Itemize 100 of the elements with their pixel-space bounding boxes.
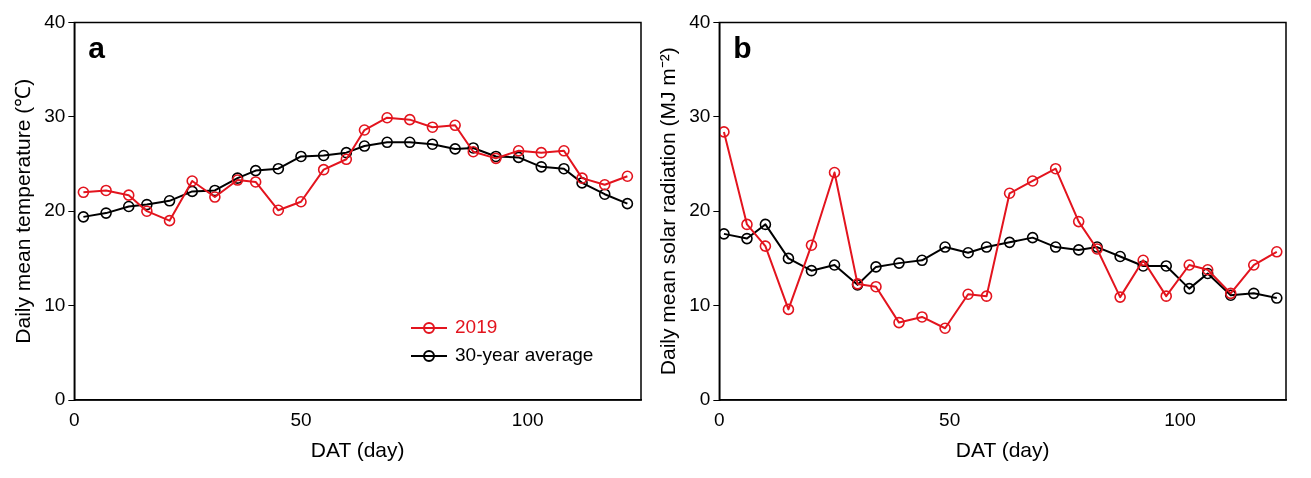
point — [163, 214, 176, 227]
x-tick-label: 50 — [939, 408, 961, 430]
point — [340, 153, 353, 166]
point — [893, 316, 905, 329]
point — [962, 246, 974, 259]
point — [980, 241, 993, 253]
point — [980, 290, 993, 302]
point — [1201, 263, 1214, 276]
y-tick-label: 20 — [44, 199, 66, 221]
y-axis-title: Daily mean temperature (℃) — [11, 78, 35, 344]
point — [805, 239, 818, 251]
point — [317, 163, 330, 176]
point — [77, 186, 90, 199]
point — [1160, 260, 1173, 272]
point — [939, 322, 951, 335]
x-axis-title: DAT (day) — [310, 438, 405, 462]
point — [1183, 282, 1196, 295]
point — [598, 188, 611, 201]
point — [719, 126, 730, 138]
point — [295, 195, 307, 208]
point — [100, 207, 112, 219]
x-tick-label: 0 — [69, 408, 80, 430]
point — [186, 185, 198, 198]
point — [1270, 245, 1283, 258]
point — [741, 218, 753, 231]
y-tick-label: 10 — [689, 293, 711, 315]
point — [558, 162, 570, 175]
point — [404, 113, 416, 126]
point — [870, 280, 882, 293]
point — [317, 149, 330, 162]
point — [1049, 162, 1062, 175]
point — [122, 189, 135, 201]
point — [1072, 244, 1085, 256]
point — [1137, 260, 1149, 272]
point — [1072, 215, 1085, 228]
point — [621, 197, 634, 210]
point — [186, 175, 198, 187]
point — [1247, 287, 1260, 300]
point — [535, 146, 548, 159]
point — [576, 177, 588, 189]
point — [1247, 259, 1260, 271]
point — [381, 111, 393, 124]
point — [467, 145, 480, 158]
point — [449, 143, 461, 155]
point — [1183, 259, 1196, 271]
point — [77, 211, 90, 223]
point — [1160, 290, 1173, 302]
y-tick-label: 0 — [699, 388, 711, 410]
point — [467, 142, 480, 154]
point — [535, 161, 548, 173]
point — [249, 164, 262, 177]
point — [209, 184, 221, 197]
point — [1026, 175, 1039, 187]
point — [759, 218, 772, 231]
x-tick-label: 100 — [1164, 408, 1196, 430]
point — [141, 198, 153, 211]
y-tick-label: 40 — [44, 10, 66, 32]
annotation: a — [88, 30, 106, 64]
x-tick-label: 0 — [714, 408, 725, 430]
legend-label: 30-year average — [455, 344, 594, 366]
y-tick-label: 40 — [689, 10, 711, 32]
point — [272, 162, 285, 175]
point — [558, 144, 570, 157]
y-axis-title: Daily mean solar radiation (MJ m⁻²) — [656, 47, 680, 376]
point — [782, 252, 795, 265]
point — [621, 170, 634, 183]
y-tick-label: 30 — [689, 105, 711, 127]
point — [163, 195, 176, 207]
point — [828, 259, 841, 271]
point — [512, 151, 525, 164]
point — [272, 204, 285, 217]
point — [828, 166, 841, 179]
point — [1137, 254, 1149, 267]
point — [512, 144, 525, 157]
y-tick-label: 0 — [54, 388, 66, 410]
point — [1003, 236, 1016, 249]
point — [576, 172, 588, 184]
point — [381, 136, 393, 149]
point — [1003, 187, 1016, 200]
point — [100, 184, 112, 197]
point — [1270, 292, 1283, 304]
point — [893, 257, 905, 269]
point — [719, 228, 730, 240]
point — [249, 176, 262, 188]
point — [1049, 241, 1062, 253]
x-tick-label: 100 — [511, 408, 544, 430]
point — [1026, 231, 1039, 244]
point — [1201, 267, 1214, 280]
x-axis-title: DAT (day) — [955, 438, 1050, 462]
point — [449, 119, 461, 132]
point — [358, 124, 371, 136]
point — [295, 150, 307, 163]
legend-label: 2019 — [455, 316, 498, 338]
point — [782, 303, 795, 316]
point — [141, 205, 153, 217]
point — [358, 140, 371, 152]
point — [1114, 291, 1126, 303]
point — [426, 138, 439, 150]
y-tick-label: 30 — [44, 105, 66, 127]
point — [939, 241, 951, 253]
